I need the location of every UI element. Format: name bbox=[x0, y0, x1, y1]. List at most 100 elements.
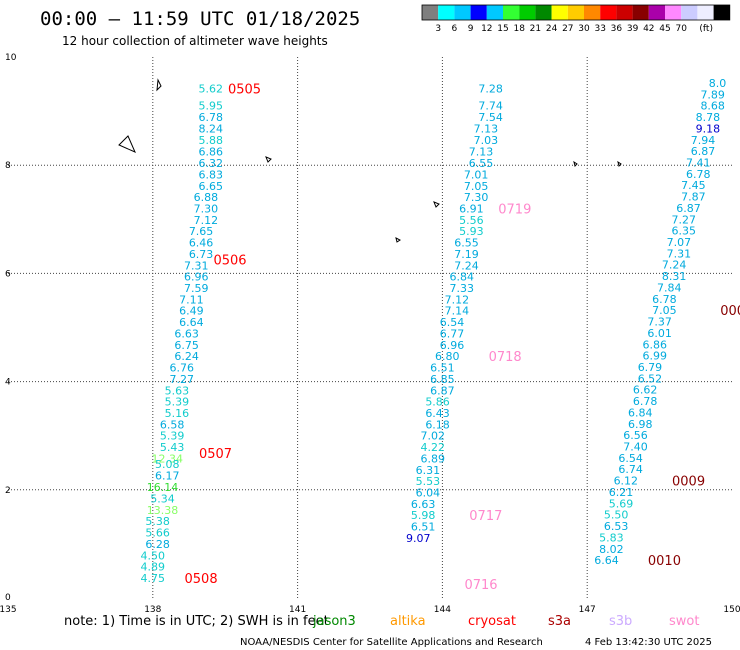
wave-height-label: 6.43 bbox=[425, 407, 450, 420]
footer-credit: NOAA/NESDIS Center for Satellite Applica… bbox=[240, 637, 543, 648]
wave-height-label: 5.83 bbox=[599, 531, 624, 544]
wave-height-label: 6.78 bbox=[198, 111, 223, 124]
wave-height-label: 6.51 bbox=[430, 362, 455, 375]
wave-height-label: 7.11 bbox=[179, 293, 204, 306]
wave-height-label: 7.40 bbox=[623, 441, 648, 454]
wave-height-label: 7.37 bbox=[647, 316, 672, 329]
wave-height-label: 5.43 bbox=[160, 441, 185, 454]
colorbar-swatch bbox=[438, 5, 455, 20]
wave-height-label: 5.39 bbox=[160, 430, 185, 443]
wave-height-label: 6.54 bbox=[440, 316, 465, 329]
pass-time-label: 0008 bbox=[720, 304, 740, 319]
y-tick-label: 0 bbox=[5, 593, 11, 603]
pass-time-label: 0508 bbox=[185, 572, 218, 587]
wave-height-label: 6.84 bbox=[449, 271, 474, 284]
wave-height-label: 6.78 bbox=[652, 293, 677, 306]
wave-height-label: 6.28 bbox=[145, 538, 170, 551]
pass-time-label: 0717 bbox=[469, 509, 502, 524]
wave-height-label: 5.63 bbox=[165, 384, 190, 397]
colorbar-tick-label: 33 bbox=[594, 24, 605, 34]
legend-entry-cryosat: cryosat bbox=[468, 614, 516, 629]
colorbar-swatch bbox=[422, 5, 439, 20]
series-swot: 7.287.747.547.137.037.136.557.017.057.30… bbox=[406, 82, 531, 593]
wave-height-label: 5.66 bbox=[145, 527, 170, 540]
wave-height-label: 6.78 bbox=[686, 168, 711, 181]
wave-height-label: 6.62 bbox=[633, 384, 658, 397]
wave-height-label: 6.64 bbox=[594, 554, 619, 567]
footer-note: note: 1) Time is in UTC; 2) SWH is in fe… bbox=[64, 614, 329, 629]
y-tick-label: 6 bbox=[5, 269, 11, 279]
colorbar-tick-label: 30 bbox=[578, 24, 590, 34]
wave-height-label: 7.30 bbox=[464, 191, 489, 204]
wave-height-label: 6.21 bbox=[609, 486, 634, 499]
wave-height-label: 5.62 bbox=[198, 82, 223, 95]
series-cryosat: 5.62 5.956.788.245.886.866.326.836.656.88… bbox=[141, 82, 262, 587]
footer-timestamp: 4 Feb 13:42:30 UTC 2025 bbox=[585, 637, 712, 648]
wave-height-label: 6.31 bbox=[416, 464, 441, 477]
wave-height-label: 6.63 bbox=[411, 498, 436, 511]
wave-height-label: 6.98 bbox=[628, 418, 653, 431]
colorbar-tick-label: 9 bbox=[468, 24, 474, 34]
wave-height-label: 4.89 bbox=[141, 561, 166, 574]
colorbar-swatch bbox=[454, 5, 471, 20]
wave-height-label: 7.05 bbox=[652, 304, 677, 317]
wave-height-label: 6.17 bbox=[155, 470, 180, 483]
wave-height-label: 7.89 bbox=[700, 88, 725, 101]
colorbar-unit-label: (ft) bbox=[699, 24, 713, 34]
wave-height-label: 7.01 bbox=[464, 168, 489, 181]
wave-height-label: 6.96 bbox=[440, 339, 465, 352]
x-tick-label: 144 bbox=[434, 605, 451, 615]
x-tick-label: 147 bbox=[579, 605, 596, 615]
wave-height-label: 12.34 bbox=[152, 452, 184, 465]
pass-time-label: 0716 bbox=[464, 578, 497, 593]
wave-height-label: 6.84 bbox=[628, 406, 653, 419]
wave-height-label: 6.87 bbox=[691, 145, 716, 158]
legend-entry-s3a: s3a bbox=[548, 614, 571, 629]
wave-height-label: 8.02 bbox=[599, 543, 624, 556]
wave-height-label: 7.12 bbox=[194, 214, 219, 227]
wave-height-label: 6.89 bbox=[420, 452, 445, 465]
wave-height-label: 5.95 bbox=[198, 100, 223, 113]
colorbar-swatch bbox=[486, 5, 503, 20]
wave-height-label: 6.74 bbox=[618, 463, 643, 476]
colorbar-swatch bbox=[535, 5, 552, 20]
wave-height-label: 6.87 bbox=[430, 384, 455, 397]
wave-height-label: 8.31 bbox=[662, 270, 687, 283]
colorbar-swatch bbox=[665, 5, 682, 20]
wave-height-label: 8.24 bbox=[198, 122, 223, 135]
colorbar-swatch bbox=[470, 5, 487, 20]
colorbar-swatch bbox=[567, 5, 584, 20]
pass-time-label: 0506 bbox=[213, 253, 246, 268]
wave-height-label: 6.65 bbox=[198, 180, 223, 193]
plot-area: 135 138 141 144 147 15002468105.625.956.788.2… bbox=[0, 53, 740, 615]
wave-height-label: 6.55 bbox=[469, 157, 494, 170]
wave-height-label: 6.51 bbox=[411, 521, 436, 534]
wave-height-label: 9.07 bbox=[406, 532, 431, 545]
wave-height-label: 7.65 bbox=[189, 225, 214, 238]
colorbar-tick-label: 45 bbox=[659, 24, 670, 34]
island-outline bbox=[156, 78, 162, 92]
wave-height-label: 7.07 bbox=[667, 236, 692, 249]
colorbar-tick-label: 15 bbox=[497, 24, 508, 34]
colorbar-swatch bbox=[503, 5, 520, 20]
wave-height-label: 5.08 bbox=[155, 458, 180, 471]
wave-height-label: 4.50 bbox=[141, 549, 166, 562]
x-tick-label: 135 bbox=[0, 605, 17, 615]
wave-height-label: 4.75 bbox=[141, 572, 166, 585]
wave-height-label: 9.18 bbox=[696, 122, 721, 135]
colorbar-tick-label: 42 bbox=[643, 24, 654, 34]
island-outline bbox=[433, 201, 440, 208]
wave-height-label: 6.63 bbox=[174, 327, 199, 340]
wave-height-label: 6.24 bbox=[174, 350, 199, 363]
legend-entry-swot: swot bbox=[669, 614, 699, 629]
wave-height-label: 6.49 bbox=[179, 305, 204, 318]
wave-height-label: 5.34 bbox=[150, 492, 175, 505]
y-tick-label: 10 bbox=[5, 53, 17, 63]
wave-height-label: 5.56 bbox=[459, 214, 484, 227]
colorbar-swatch bbox=[681, 5, 698, 20]
wave-height-label: 7.59 bbox=[184, 282, 209, 295]
colorbar-tick-label: 12 bbox=[481, 24, 492, 34]
wave-height-label: 6.83 bbox=[198, 168, 223, 181]
colorbar-swatch bbox=[697, 5, 714, 20]
colorbar-swatch bbox=[713, 5, 730, 20]
